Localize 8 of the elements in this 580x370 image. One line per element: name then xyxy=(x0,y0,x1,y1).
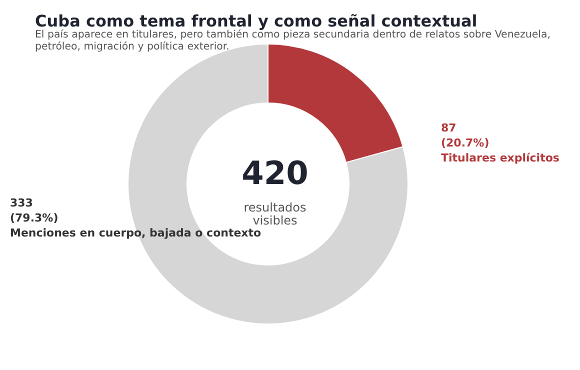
text: 420 xyxy=(242,154,308,192)
data-label: 333 (79.3%) xyxy=(10,196,58,224)
chart-title: Cuba como tema frontal y como señal contextual xyxy=(35,12,478,30)
data-label: 87 (20.7%) xyxy=(441,122,490,150)
slice-label: Titulares explícitos xyxy=(441,152,560,164)
text: resultados visibles xyxy=(244,200,306,228)
chart-subtitle: El país aparece en titulares, pero también como pieza secundaria dentro de relatos sobre Venezuela, petróleo, migración y política exterior. xyxy=(35,28,550,52)
slice-label: Menciones en cuerpo, bajada o contexto xyxy=(10,226,262,240)
